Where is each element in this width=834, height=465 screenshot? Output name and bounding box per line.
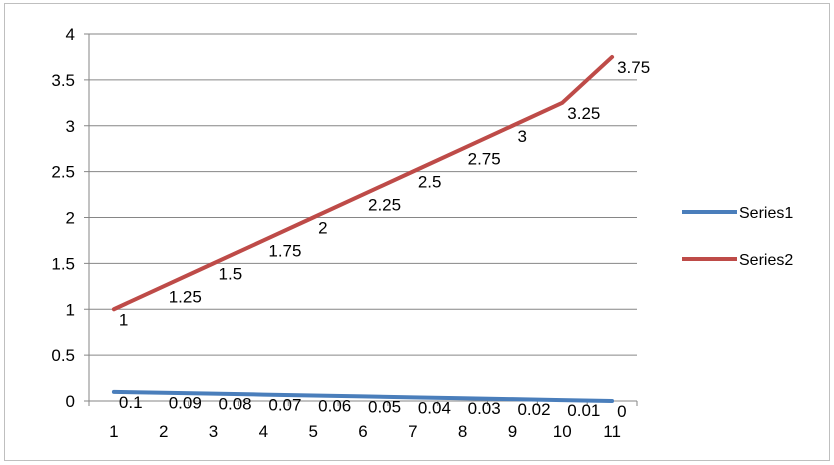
- data-label-series1-7: 0.03: [468, 399, 501, 418]
- axes: 00.511.522.533.541 2 3 4 5 6 7 8 9 10 11: [51, 25, 638, 441]
- data-label-series1-5: 0.05: [368, 397, 401, 416]
- x-tick-label-9: 10: [553, 422, 572, 441]
- x-tick-label-5: 6: [358, 422, 367, 441]
- x-tick-label-10: 11: [603, 422, 621, 441]
- data-label-series1-6: 0.04: [418, 398, 451, 417]
- data-label-series1-9: 0.01: [567, 401, 600, 420]
- y-tick-label-7: 3.5: [51, 71, 75, 90]
- data-label-series1-2: 0.08: [219, 395, 252, 414]
- data-labels: 0.1 0.09 0.08 0.07 0.06 0.05 0.04 0.03 0.02 0.01 0…: [119, 58, 650, 421]
- data-label-series2-7: 2.75: [468, 150, 501, 169]
- series-lines: [111, 54, 615, 403]
- data-label-series2-5: 2.25: [368, 196, 401, 215]
- chart-frame: [4, 3, 830, 461]
- data-label-series2-6: 2.5: [418, 173, 442, 192]
- gridlines: [89, 33, 637, 356]
- x-tick-label-0: 1: [109, 422, 118, 441]
- data-label-series2-3: 1.75: [268, 241, 301, 260]
- x-tick-label-6: 7: [408, 422, 417, 441]
- data-label-series2-1: 1.25: [169, 287, 202, 306]
- series-line-series2: [111, 54, 615, 312]
- x-tick-label-1: 2: [159, 422, 168, 441]
- data-label-series1-0: 0.1: [119, 393, 143, 412]
- y-tick-label-4: 2: [66, 209, 75, 228]
- x-tick-label-8: 9: [508, 422, 517, 441]
- series-line-series1: [111, 389, 615, 403]
- y-tick-label-5: 2.5: [51, 163, 75, 182]
- data-label-series2-2: 1.5: [219, 264, 243, 283]
- y-tick-label-0: 0: [66, 392, 75, 411]
- data-label-series1-4: 0.06: [318, 396, 351, 415]
- x-tick-label-4: 5: [308, 422, 317, 441]
- y-tick-label-1: 0.5: [51, 346, 75, 365]
- y-tick-label-2: 1: [66, 300, 75, 319]
- x-tick-label-7: 8: [458, 422, 467, 441]
- data-label-series2-9: 3.25: [567, 104, 600, 123]
- data-label-series1-3: 0.07: [268, 396, 301, 415]
- legend: Series1 Series2: [682, 205, 793, 269]
- x-tick-label-3: 4: [259, 422, 268, 441]
- y-tick-label-6: 3: [66, 117, 75, 136]
- data-label-series2-10: 3.75: [617, 58, 650, 77]
- data-label-series2-8: 3: [517, 127, 526, 146]
- legend-label-series2: Series2: [739, 252, 793, 269]
- x-tick-label-2: 3: [209, 422, 218, 441]
- y-tick-label-8: 4: [66, 25, 75, 44]
- data-label-series2-0: 1: [119, 310, 128, 329]
- data-label-series1-1: 0.09: [169, 394, 202, 413]
- data-label-series1-8: 0.02: [517, 400, 550, 419]
- data-label-series1-10: 0: [617, 402, 626, 421]
- data-label-series2-4: 2: [318, 219, 327, 238]
- legend-label-series1: Series1: [739, 205, 793, 222]
- y-tick-label-3: 1.5: [51, 254, 75, 273]
